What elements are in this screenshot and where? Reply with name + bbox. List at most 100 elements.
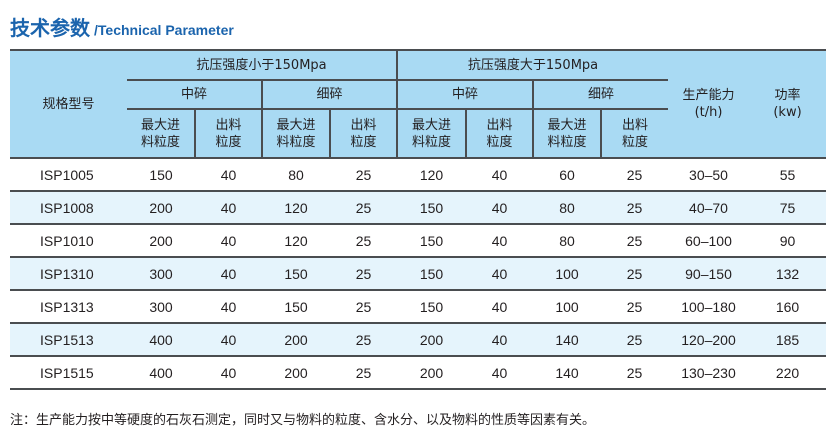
value-cell: 40 — [466, 356, 533, 390]
value-cell: 25 — [330, 290, 397, 324]
header-low-medium: 中碎 — [127, 80, 262, 110]
title-en: /Technical Parameter — [94, 22, 234, 38]
value-cell: 60–100 — [668, 224, 749, 258]
header-model: 规格型号 — [10, 50, 127, 159]
footnote: 注：生产能力按中等硬度的石灰石测定，同时又与物料的粒度、含水分、以及物料的性质等… — [10, 413, 596, 428]
header-power: 功率 (kw) — [749, 50, 826, 159]
header-output-size: 出料粒度 — [329, 109, 397, 159]
value-cell: 40 — [466, 290, 533, 324]
header-max-feed-size: 最大进料粒度 — [396, 109, 466, 159]
model-cell: ISP1515 — [10, 356, 127, 390]
header-output-size: 出料粒度 — [194, 109, 262, 159]
value-cell: 25 — [601, 323, 668, 357]
value-cell: 40 — [195, 257, 262, 291]
value-cell: 200 — [262, 323, 330, 357]
value-cell: 25 — [601, 224, 668, 258]
model-cell: ISP1008 — [10, 191, 127, 225]
value-cell: 130–230 — [668, 356, 749, 390]
header-capacity: 生产能力 (t/h) — [668, 50, 749, 159]
value-cell: 200 — [127, 224, 195, 258]
value-cell: 120 — [397, 158, 466, 192]
value-cell: 60 — [533, 158, 601, 192]
max-feed-label: 最大进料粒度 — [140, 117, 180, 150]
table-row: ISP1313 300 40 150 25 150 40 100 25 100–180 160 — [10, 290, 826, 324]
value-cell: 200 — [397, 356, 466, 390]
value-cell: 25 — [330, 224, 397, 258]
value-cell: 25 — [330, 356, 397, 390]
header-max-feed-size: 最大进料粒度 — [261, 109, 330, 159]
value-cell: 25 — [330, 257, 397, 291]
header-output-size: 出料粒度 — [465, 109, 533, 159]
value-cell: 40 — [466, 191, 533, 225]
page-title: 技术参数/Technical Parameter — [10, 12, 234, 41]
value-cell: 150 — [397, 224, 466, 258]
power-label: 功率 — [774, 88, 801, 103]
value-cell: 100–180 — [668, 290, 749, 324]
value-cell: 150 — [127, 158, 195, 192]
value-cell: 185 — [749, 323, 826, 357]
value-cell: 25 — [330, 191, 397, 225]
value-cell: 150 — [397, 257, 466, 291]
header-max-feed-size: 最大进料粒度 — [127, 109, 195, 159]
value-cell: 55 — [749, 158, 826, 192]
value-cell: 90–150 — [668, 257, 749, 291]
output-size-label: 出料粒度 — [350, 117, 377, 150]
model-cell: ISP1313 — [10, 290, 127, 324]
value-cell: 132 — [749, 257, 826, 291]
max-feed-label: 最大进料粒度 — [276, 117, 316, 150]
value-cell: 75 — [749, 191, 826, 225]
value-cell: 400 — [127, 356, 195, 390]
table-row: ISP1513 400 40 200 25 200 40 140 25 120–200 185 — [10, 323, 826, 357]
value-cell: 100 — [533, 290, 601, 324]
value-cell: 160 — [749, 290, 826, 324]
value-cell: 25 — [601, 290, 668, 324]
header-group-low: 抗压强度小于150Mpa — [127, 50, 397, 81]
value-cell: 400 — [127, 323, 195, 357]
header-output-size: 出料粒度 — [600, 109, 668, 159]
value-cell: 300 — [127, 290, 195, 324]
value-cell: 40 — [466, 224, 533, 258]
value-cell: 40 — [195, 323, 262, 357]
value-cell: 25 — [330, 323, 397, 357]
title-zh: 技术参数 — [10, 16, 90, 40]
value-cell: 40 — [195, 191, 262, 225]
value-cell: 25 — [601, 257, 668, 291]
value-cell: 80 — [262, 158, 330, 192]
value-cell: 40 — [466, 323, 533, 357]
value-cell: 40 — [195, 224, 262, 258]
value-cell: 120–200 — [668, 323, 749, 357]
value-cell: 200 — [262, 356, 330, 390]
capacity-unit: (t/h) — [694, 105, 723, 120]
value-cell: 300 — [127, 257, 195, 291]
value-cell: 200 — [397, 323, 466, 357]
value-cell: 80 — [533, 191, 601, 225]
power-unit: (kw) — [773, 105, 802, 120]
value-cell: 150 — [397, 191, 466, 225]
output-size-label: 出料粒度 — [486, 117, 513, 150]
value-cell: 25 — [330, 158, 397, 192]
model-cell: ISP1005 — [10, 158, 127, 192]
value-cell: 40 — [195, 158, 262, 192]
value-cell: 25 — [601, 356, 668, 390]
output-size-label: 出料粒度 — [215, 117, 242, 150]
table-row: ISP1005 150 40 80 25 120 40 60 25 30–50 55 — [10, 158, 826, 192]
value-cell: 25 — [601, 191, 668, 225]
table-row: ISP1515 400 40 200 25 200 40 140 25 130–230 220 — [10, 356, 826, 390]
output-size-label: 出料粒度 — [621, 117, 648, 150]
value-cell: 150 — [262, 257, 330, 291]
value-cell: 40 — [466, 158, 533, 192]
value-cell: 140 — [533, 356, 601, 390]
model-cell: ISP1010 — [10, 224, 127, 258]
header-low-fine: 细碎 — [261, 80, 397, 110]
value-cell: 40–70 — [668, 191, 749, 225]
value-cell: 25 — [601, 158, 668, 192]
model-cell: ISP1513 — [10, 323, 127, 357]
value-cell: 150 — [397, 290, 466, 324]
value-cell: 120 — [262, 191, 330, 225]
model-cell: ISP1310 — [10, 257, 127, 291]
table-row: ISP1010 200 40 120 25 150 40 80 25 60–100 90 — [10, 224, 826, 258]
value-cell: 140 — [533, 323, 601, 357]
value-cell: 220 — [749, 356, 826, 390]
value-cell: 100 — [533, 257, 601, 291]
header-max-feed-size: 最大进料粒度 — [532, 109, 601, 159]
